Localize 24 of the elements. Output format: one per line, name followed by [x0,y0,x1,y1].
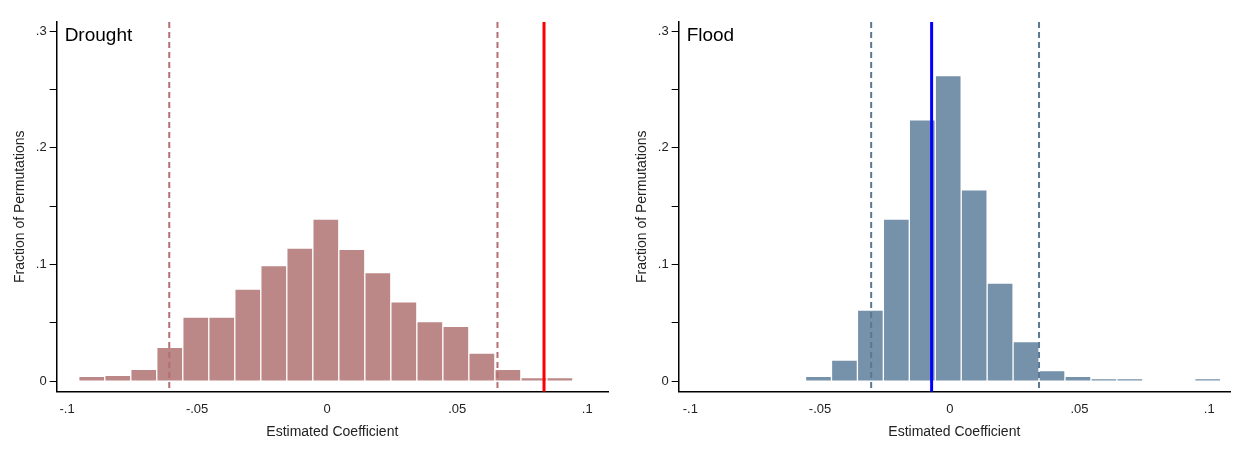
y-tick-label: 0 [661,372,669,388]
x-axis-title: Estimated Coefficient [266,423,399,440]
x-tick-label: .1 [581,400,593,416]
y-axis-title: Fraction of Permutations [11,130,28,284]
x-tick-label: -.05 [808,400,832,416]
x-tick-label: 0 [946,400,954,416]
y-tick-label: .1 [35,256,47,272]
x-tick-label: 0 [323,400,331,416]
chart-title: Drought [64,23,133,45]
y-tick-label: .3 [657,22,669,38]
x-tick-label: -.1 [682,400,698,416]
y-tick-label: 0 [39,372,47,388]
x-axis-title: Estimated Coefficient [888,423,1021,440]
x-tick-label: .05 [448,400,467,416]
y-tick-label: .2 [35,139,47,155]
x-tick-label: .05 [1070,400,1089,416]
x-tick-label: .1 [1203,400,1215,416]
y-tick-label: .1 [657,256,669,272]
x-tick-label: -.05 [185,400,209,416]
y-axis-title: Fraction of Permutations [633,130,650,284]
y-tick-label: .3 [35,22,47,38]
chart-title: Flood [686,23,735,45]
x-tick-label: -.1 [59,400,75,416]
y-tick-label: .2 [657,139,669,155]
